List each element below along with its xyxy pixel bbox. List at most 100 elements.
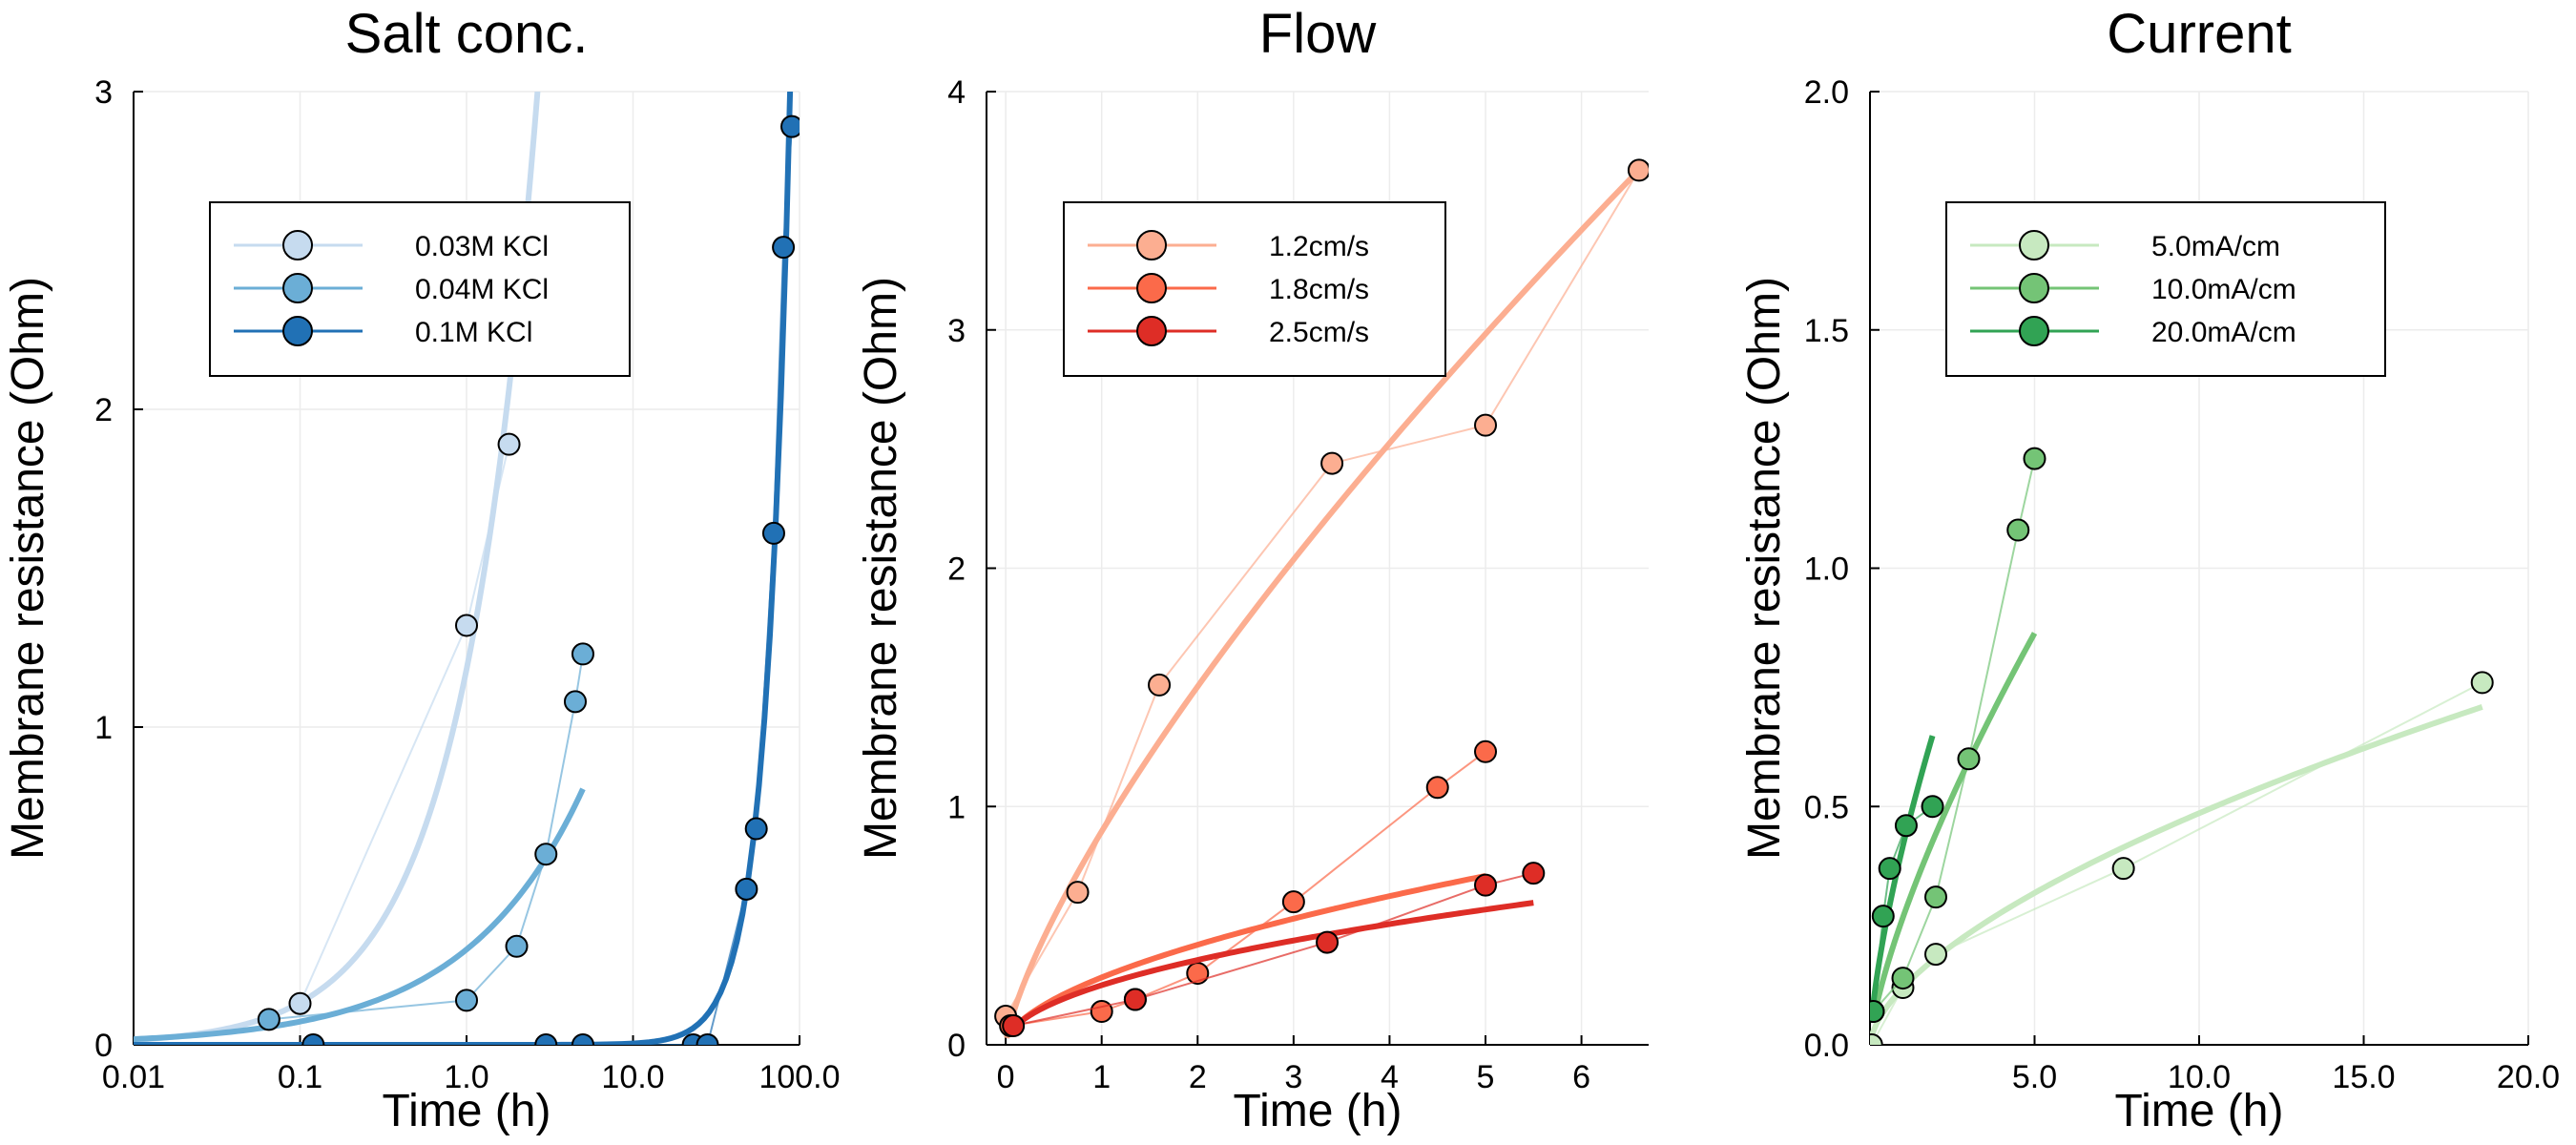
series-fit-curve: [1870, 735, 1936, 1005]
series-fit-curve: [1004, 167, 1642, 1039]
x-tick-label: 10.0: [2168, 1059, 2231, 1095]
legend-marker: [282, 316, 313, 346]
x-tick-label: 5: [1477, 1059, 1495, 1095]
legend: 0.03M KCl 0.04M KCl 0.1M KCl: [209, 201, 631, 377]
data-point: [1891, 967, 1915, 990]
y-tick-label: 1: [947, 789, 966, 825]
data-point: [257, 1008, 280, 1031]
y-tick-label: 3: [947, 313, 966, 349]
x-tick-label: 0.01: [102, 1059, 165, 1095]
chart-panel-2: 0 1 2 3 4 5 6 0 1 2 3 4 Flow Time (h) Membrane resista…: [856, 3, 1649, 1136]
x-tick-label: 0.1: [278, 1059, 322, 1095]
x-tick-label: 100.0: [758, 1059, 840, 1095]
y-axis-label: Membrane resistance (Ohm): [3, 277, 53, 860]
x-axis-label: Time (h): [383, 1086, 551, 1136]
chart-title: Current: [2107, 3, 2291, 65]
data-point: [2111, 857, 2135, 881]
x-axis-label: Time (h): [1234, 1086, 1402, 1136]
data-point: [571, 642, 594, 666]
legend-label: 10.0mA/cm: [2151, 274, 2296, 305]
data-point: [2006, 518, 2030, 542]
plot-area: [1870, 447, 2494, 1045]
data-point: [455, 614, 478, 637]
data-point: [761, 521, 785, 545]
x-tick-label: 6: [1572, 1059, 1590, 1095]
data-point: [772, 236, 796, 260]
data-point: [1425, 776, 1449, 800]
chart-panel-3: 5.0 10.0 15.0 20.0 0.0 0.5 1.0 1.5 2.0 Current Tim…: [1739, 3, 2560, 1136]
data-point: [1474, 413, 1498, 437]
y-tick-label: 0.5: [1804, 789, 1849, 825]
plot-area: [994, 158, 1649, 1039]
x-tick-label: 3: [1284, 1059, 1302, 1095]
series-line: [299, 444, 510, 1005]
data-point: [1924, 943, 1947, 967]
x-tick-label: 15.0: [2332, 1059, 2395, 1095]
y-tick-label: 2: [94, 392, 113, 428]
series-1: [134, 92, 541, 1044]
legend-label: 2.5cm/s: [1269, 317, 1369, 348]
data-point: [1870, 1033, 1883, 1045]
legend-marker: [1136, 230, 1167, 260]
legend-label: 0.03M KCl: [415, 231, 549, 262]
legend-label: 20.0mA/cm: [2151, 317, 2296, 348]
data-point: [563, 690, 587, 714]
legend-marker: [282, 230, 313, 260]
chart-panel-1: 0.01 0.1 1.0 10.0 100.0 0 1 2 3 Salt conc. Time (h…: [3, 3, 841, 1136]
legend-label: 0.1M KCl: [415, 317, 532, 348]
x-tick-label: 5.0: [2012, 1059, 2057, 1095]
legend-marker: [1136, 273, 1167, 303]
x-axis-label: Time (h): [2115, 1086, 2284, 1136]
series-fit-curve: [1870, 632, 2038, 1022]
legend-marker: [282, 273, 313, 303]
x-tick-label: 0: [997, 1059, 1015, 1095]
series-3: [134, 92, 800, 1045]
y-tick-label: 1.0: [1804, 552, 1849, 588]
data-point: [1066, 881, 1090, 905]
data-point: [1320, 451, 1344, 475]
y-tick-label: 0.0: [1804, 1028, 1849, 1064]
y-tick-label: 2: [947, 552, 966, 588]
y-tick-label: 0: [947, 1028, 966, 1064]
series-line: [1005, 169, 1640, 1017]
legend-label: 5.0mA/cm: [2151, 231, 2280, 262]
data-point: [696, 1033, 719, 1045]
data-point: [780, 114, 800, 138]
data-point: [1878, 857, 1901, 881]
series-fit-curve: [134, 92, 541, 1044]
data-point: [534, 843, 558, 866]
x-tick-label: 1: [1092, 1059, 1111, 1095]
data-point: [1474, 739, 1498, 763]
y-tick-label: 0: [94, 1028, 113, 1064]
data-point: [301, 1033, 325, 1045]
data-point: [2470, 671, 2494, 695]
data-point: [1921, 795, 1944, 819]
legend-marker: [1136, 316, 1167, 346]
plot-area: [134, 92, 800, 1045]
chart-title: Salt conc.: [345, 3, 589, 65]
data-point: [1148, 673, 1172, 697]
data-point: [1002, 1014, 1026, 1038]
data-point: [1870, 1000, 1885, 1024]
series-fit-curve: [1008, 873, 1486, 1035]
y-tick-label: 1.5: [1804, 313, 1849, 349]
data-point: [1522, 862, 1546, 885]
data-point: [1281, 890, 1305, 914]
data-point: [1871, 905, 1895, 928]
data-point: [1090, 1000, 1113, 1024]
series-fit-curve: [134, 787, 586, 1043]
series-line: [1012, 872, 1534, 1027]
legend-label: 1.8cm/s: [1269, 274, 1369, 305]
y-tick-label: 1: [94, 710, 113, 746]
legend-marker: [2019, 273, 2049, 303]
y-tick-label: 3: [94, 74, 113, 111]
series-1: [994, 158, 1649, 1039]
series-fit-curve: [134, 92, 794, 1045]
series-fit-curve: [1870, 704, 2483, 1037]
data-point: [1316, 930, 1340, 954]
data-point: [571, 1033, 594, 1045]
legend: 5.0mA/cm 10.0mA/cm 20.0mA/cm: [1945, 201, 2386, 377]
legend: 1.2cm/s 1.8cm/s 2.5cm/s: [1063, 201, 1446, 377]
data-point: [1627, 158, 1649, 182]
x-tick-label: 4: [1381, 1059, 1399, 1095]
